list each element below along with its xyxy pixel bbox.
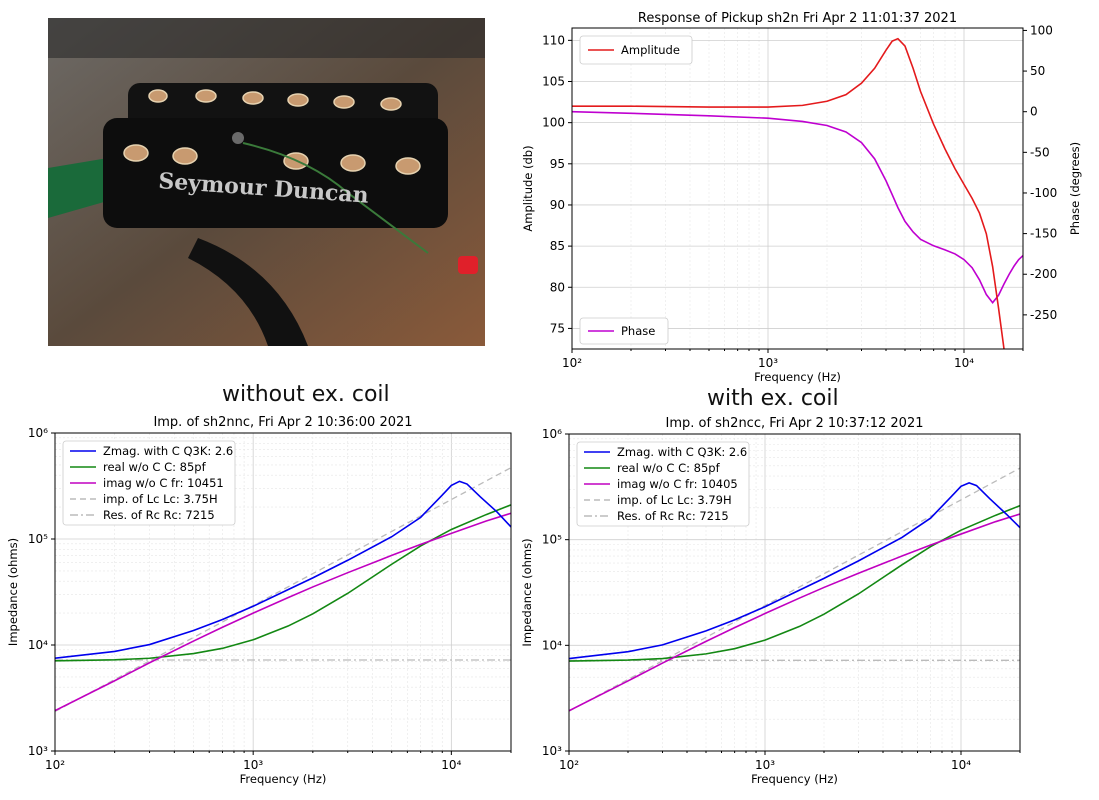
chart-title: Response of Pickup sh2n Fri Apr 2 11:01:…	[638, 11, 957, 26]
x-tick-label: 10⁴	[951, 758, 971, 772]
inductance-line	[55, 467, 511, 713]
y2-tick-label: 50	[1030, 64, 1045, 78]
y2-tick-label: -200	[1030, 267, 1057, 281]
plot-frame	[54, 432, 512, 752]
y-tick-label: 100	[542, 116, 565, 130]
legend-label: real w/o C C: 85pf	[103, 460, 207, 474]
y-tick-label: 10⁶	[28, 426, 48, 440]
y-tick-label: 10³	[28, 744, 48, 758]
legend-label: real w/o C C: 85pf	[617, 461, 721, 475]
y2-tick-label: 0	[1030, 105, 1038, 119]
y-tick-label: 90	[550, 198, 565, 212]
legend-label: Amplitude	[621, 43, 680, 57]
chart-title: Imp. of sh2nnc, Fri Apr 2 10:36:00 2021	[153, 415, 412, 430]
pickup-photo: Seymour Duncan	[48, 18, 485, 346]
y-axis-label: Impedance (ohms)	[6, 538, 20, 646]
y-tick-label: 110	[542, 33, 565, 47]
x-tick-label: 10³	[758, 356, 778, 370]
y-tick-label: 10³	[542, 744, 562, 758]
response-chart: 10² 10³ 10⁴ 75 80 85 90 95 100 105 110 100 50 0 -50 -10…	[515, 5, 1095, 384]
y-tick-label: 95	[550, 157, 565, 171]
inductance-line	[569, 467, 1020, 712]
imag-line	[55, 512, 511, 712]
y2-tick-label: -150	[1030, 227, 1057, 241]
y2-tick-label: -100	[1030, 186, 1057, 200]
y-tick-label: 75	[550, 321, 565, 335]
x-axis-label: Frequency (Hz)	[240, 772, 327, 786]
y-axis-label: Amplitude (db)	[521, 145, 535, 231]
x-tick-label: 10³	[243, 758, 263, 772]
x-tick-label: 10⁴	[954, 356, 974, 370]
legend	[576, 441, 750, 527]
legend-label: Res. of Rc Rc: 7215	[617, 509, 729, 523]
chart-title: Imp. of sh2ncc, Fri Apr 2 10:37:12 2021	[665, 416, 923, 431]
x-tick-label: 10³	[755, 758, 775, 772]
x-grid	[571, 28, 1024, 349]
real-line	[569, 504, 1020, 662]
zmag-line	[55, 480, 511, 660]
phase-line	[572, 110, 1023, 304]
y-tick-label: 80	[550, 280, 565, 294]
caption-with-coil: with ex. coil	[707, 386, 839, 411]
x-tick-label: 10²	[562, 356, 582, 370]
x-tick-label: 10²	[559, 758, 579, 772]
y-tick-label: 10⁴	[542, 638, 562, 652]
real-line	[55, 504, 511, 662]
y2-tick-label: -250	[1030, 308, 1057, 322]
y-tick-label: 10⁵	[542, 533, 562, 547]
plot-frame	[568, 433, 1021, 752]
y-tick-label: 10⁴	[28, 638, 48, 652]
legend-label: Res. of Rc Rc: 7215	[103, 508, 215, 522]
legend-label: imag w/o C fr: 10451	[103, 476, 224, 490]
impedance-chart-with-coil: 10² 10³ 10⁴ 10³ 10⁴ 10⁵ 10⁶ Imp. of sh2ncc, Fri…	[515, 408, 1099, 800]
legend-label: imp. of Lc Lc: 3.79H	[617, 493, 732, 507]
legend-label: imag w/o C fr: 10405	[617, 477, 738, 491]
x-axis-label: Frequency (Hz)	[751, 772, 838, 786]
legend-label: Zmag. with C Q3K: 2.6	[617, 445, 747, 459]
x-tick-label: 10⁴	[441, 758, 461, 772]
y-grid	[572, 39, 1023, 329]
y2-tick-label: 100	[1030, 23, 1053, 37]
imag-line	[569, 513, 1020, 712]
y-axis-label: Impedance (ohms)	[520, 538, 534, 646]
x-axis-label: Frequency (Hz)	[754, 370, 841, 384]
legend-phase	[579, 317, 669, 345]
x-tick-label: 10²	[45, 758, 65, 772]
plot-frame	[571, 27, 1024, 350]
y-grid	[569, 433, 1020, 752]
y-tick-label: 85	[550, 239, 565, 253]
y-tick-label: 10⁶	[542, 427, 562, 441]
amplitude-line	[572, 37, 1005, 349]
legend-label: Phase	[621, 324, 655, 338]
impedance-chart-without-coil: 10² 10³ 10⁴ 10³ 10⁴ 10⁵ 10⁶ Imp. of sh2nnc, Fri…	[0, 405, 520, 797]
legend-label: imp. of Lc Lc: 3.75H	[103, 492, 218, 506]
zmag-line	[569, 481, 1020, 660]
legend-amplitude	[579, 35, 693, 65]
legend-label: Zmag. with C Q3K: 2.6	[103, 444, 233, 458]
y2-tick-label: -50	[1030, 145, 1050, 159]
y-tick-label: 105	[542, 75, 565, 89]
caption-without-coil: without ex. coil	[222, 382, 390, 407]
y2-axis-label: Phase (degrees)	[1068, 142, 1082, 235]
y-tick-label: 10⁵	[28, 532, 48, 546]
legend	[62, 440, 236, 526]
